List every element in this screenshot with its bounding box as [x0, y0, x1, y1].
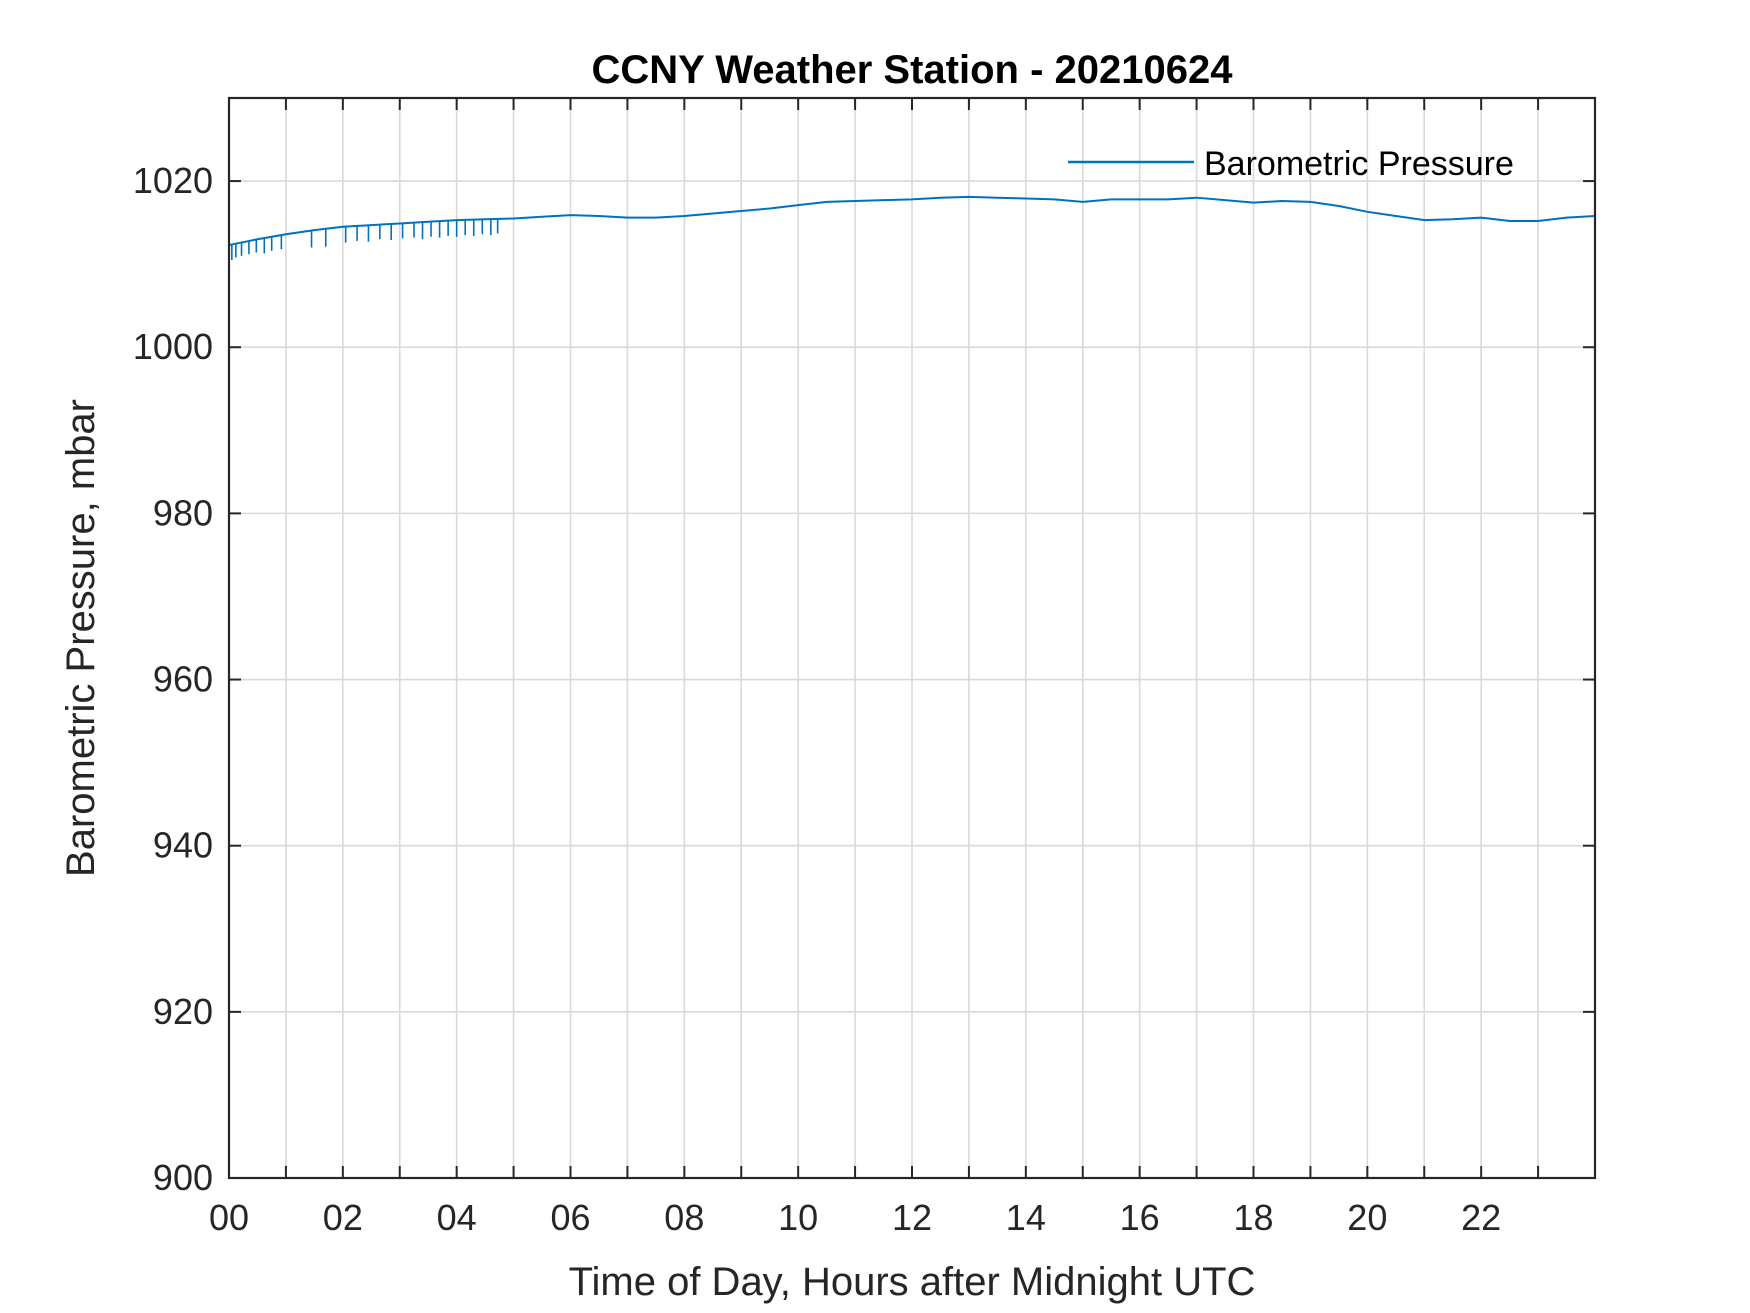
x-tick-label: 02 [323, 1197, 363, 1238]
x-tick-label: 16 [1120, 1197, 1160, 1238]
legend: Barometric Pressure [1068, 145, 1514, 183]
y-tick-labels: 900 920 940 960 980 1000 1020 [133, 160, 213, 1198]
x-tick-label: 18 [1233, 1197, 1273, 1238]
y-tick-label: 980 [153, 492, 213, 533]
x-tick-label: 00 [209, 1197, 249, 1238]
legend-label: Barometric Pressure [1204, 145, 1514, 183]
x-tick-labels: 00 02 04 06 08 10 12 14 16 18 20 22 [209, 1197, 1501, 1238]
tick-marks [229, 98, 1595, 1179]
grid-lines [229, 98, 1595, 1178]
series-line-barometric-pressure [228, 195, 1596, 247]
x-tick-label: 04 [437, 1197, 477, 1238]
x-tick-label: 22 [1461, 1197, 1501, 1238]
chart-title: CCNY Weather Station - 20210624 [592, 48, 1234, 92]
y-tick-label: 940 [153, 825, 213, 866]
x-tick-label: 14 [1006, 1197, 1046, 1238]
x-axis-title: Time of Day, Hours after Midnight UTC [569, 1260, 1256, 1304]
y-tick-label: 1020 [133, 160, 213, 201]
x-tick-label: 12 [892, 1197, 932, 1238]
x-tick-label: 08 [664, 1197, 704, 1238]
y-tick-label: 1000 [133, 326, 213, 367]
y-axis-title: Barometric Pressure, mbar [59, 399, 103, 877]
x-tick-label: 20 [1347, 1197, 1387, 1238]
x-tick-label: 06 [550, 1197, 590, 1238]
series-layer [228, 195, 1596, 260]
plot-frame [227, 96, 1597, 1180]
y-tick-label: 960 [153, 659, 213, 700]
x-tick-label: 10 [778, 1197, 818, 1238]
y-tick-label: 900 [153, 1157, 213, 1198]
y-tick-label: 920 [153, 991, 213, 1032]
